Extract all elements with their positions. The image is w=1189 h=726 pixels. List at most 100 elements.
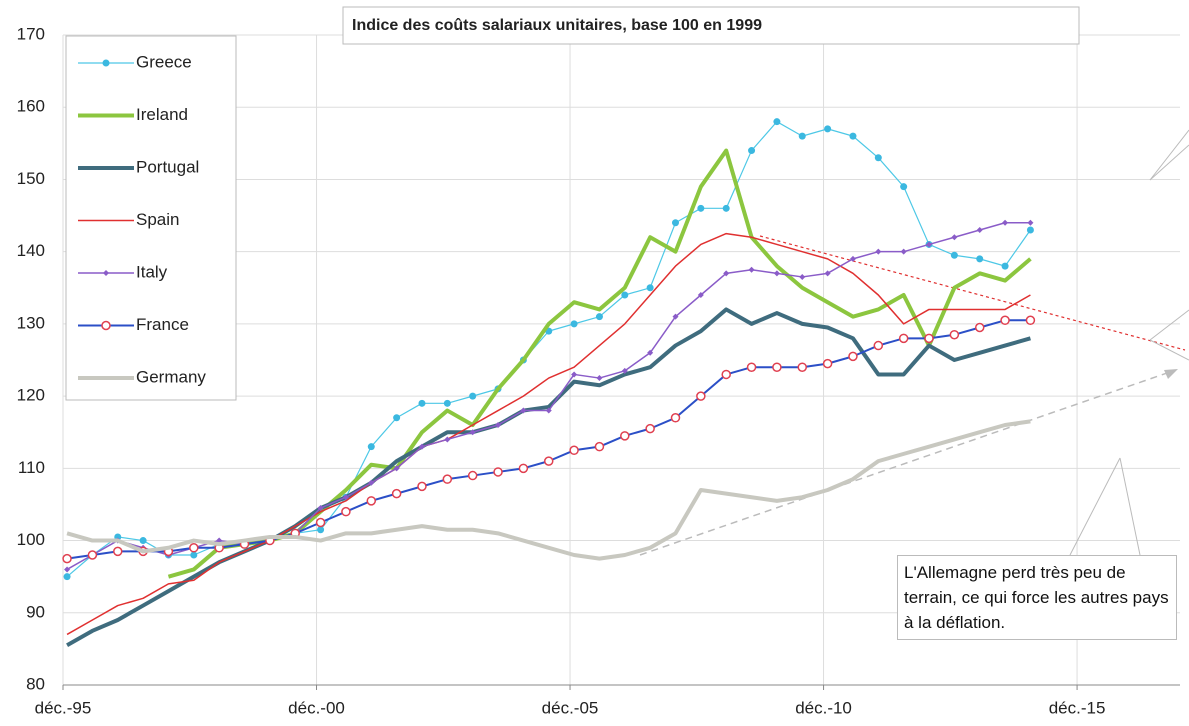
legend-label: Greece [136, 52, 192, 71]
marker [873, 340, 884, 351]
x-tick-label: déc.-95 [35, 698, 92, 717]
marker [824, 270, 831, 277]
marker [746, 362, 757, 372]
x-tick-label: déc.-00 [288, 698, 345, 717]
trend-arrow [639, 371, 1171, 556]
marker [418, 399, 426, 407]
plot [62, 118, 1036, 648]
marker [772, 362, 782, 372]
marker [393, 465, 400, 472]
marker [722, 204, 730, 212]
marker [900, 248, 907, 255]
marker [848, 351, 858, 362]
marker [748, 147, 756, 155]
marker [797, 362, 808, 372]
marker [672, 313, 679, 320]
marker [950, 251, 958, 259]
y-tick-label: 90 [26, 602, 45, 621]
marker [571, 371, 578, 378]
marker [696, 391, 706, 401]
callout [1119, 457, 1141, 556]
marker [63, 573, 71, 581]
marker [101, 320, 111, 331]
marker [594, 441, 605, 452]
marker [697, 292, 704, 298]
marker [1001, 262, 1009, 270]
marker [849, 255, 856, 262]
marker [621, 291, 629, 299]
marker [748, 266, 755, 273]
marker [418, 443, 425, 450]
marker [87, 550, 98, 560]
marker [443, 399, 451, 407]
marker [103, 270, 109, 276]
marker [799, 273, 806, 280]
marker [62, 553, 72, 564]
x-tick-label: déc.-10 [795, 698, 852, 717]
marker [317, 526, 325, 534]
marker [444, 436, 451, 443]
marker [976, 227, 983, 233]
marker [596, 375, 603, 382]
x-tick-label: déc.-05 [542, 698, 599, 717]
marker [926, 241, 933, 248]
marker [951, 234, 958, 241]
marker [647, 349, 654, 356]
marker [417, 481, 427, 492]
series-line [66, 419, 1031, 561]
marker [518, 463, 529, 474]
marker [646, 284, 654, 292]
marker [621, 367, 628, 374]
callout [1149, 309, 1189, 341]
marker [645, 423, 655, 434]
legend-label: Portugal [136, 157, 199, 176]
marker [543, 456, 554, 466]
y-tick-label: 110 [18, 458, 45, 477]
marker [367, 443, 375, 451]
legend-label: Spain [136, 210, 179, 229]
series-line [66, 232, 1031, 636]
marker [366, 496, 377, 506]
legend-label: Germany [136, 367, 206, 386]
title-box [342, 6, 1080, 45]
marker [469, 429, 476, 436]
marker [469, 392, 477, 400]
series-line [167, 148, 1032, 579]
marker [824, 125, 832, 133]
marker [723, 270, 730, 277]
marker [721, 369, 731, 380]
marker [493, 467, 503, 477]
marker [113, 546, 123, 557]
y-tick-label: 140 [17, 241, 45, 260]
marker [773, 118, 781, 126]
marker [520, 407, 527, 414]
marker [670, 413, 681, 423]
callout [1149, 339, 1189, 361]
marker [190, 551, 198, 559]
marker [317, 505, 324, 512]
marker [974, 322, 985, 333]
chart-title: Indice des coûts salariaux unitaires, ba… [352, 17, 762, 34]
callout [1069, 457, 1121, 556]
marker [1025, 315, 1036, 326]
marker [898, 333, 909, 344]
marker [1000, 315, 1010, 326]
marker [874, 154, 882, 162]
marker [671, 219, 679, 227]
marker [545, 407, 552, 414]
marker [570, 320, 578, 328]
marker [697, 204, 705, 212]
marker [189, 543, 199, 553]
marker [393, 414, 401, 422]
marker [368, 479, 375, 486]
marker [798, 132, 806, 140]
y-tick-label: 120 [17, 386, 45, 405]
y-tick-label: 100 [17, 530, 45, 549]
marker [875, 248, 882, 255]
marker [315, 517, 326, 528]
marker [341, 506, 351, 517]
marker [64, 566, 71, 573]
marker [495, 422, 502, 428]
legend-label: Ireland [136, 105, 188, 124]
